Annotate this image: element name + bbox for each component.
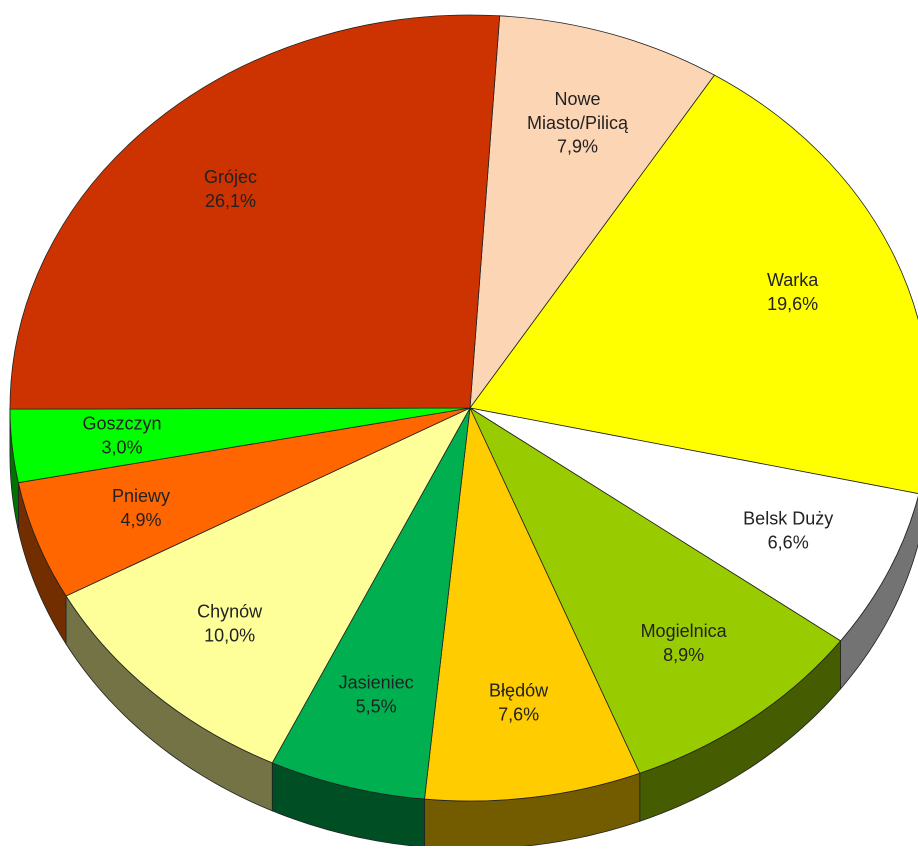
slice-value-label: 4,9% [120, 510, 161, 530]
slice-label: Pniewy [112, 486, 170, 506]
slice-label: Goszczyn [83, 414, 162, 434]
slice-value-label: 8,9% [663, 645, 704, 665]
slice-label: Grójec [204, 167, 257, 187]
slice-label: Błędów [489, 681, 549, 701]
slice-value-label: 7,9% [557, 137, 598, 157]
slice-value-label: 19,6% [767, 294, 818, 314]
slice-value-label: 7,6% [498, 705, 539, 725]
slice-value-label: 26,1% [205, 191, 256, 211]
slice-label: Warka [767, 270, 819, 290]
slice-label-line: Miasto/Pilicą [527, 113, 629, 133]
slice-value-label: 3,0% [102, 438, 143, 458]
slice-value-label: 10,0% [204, 626, 255, 646]
slice-label: Chynów [197, 602, 263, 622]
slice [10, 15, 500, 409]
slice-value-label: 5,5% [356, 696, 397, 716]
slice-label-line: Nowe [554, 89, 600, 109]
slice-label: Mogielnica [641, 621, 728, 641]
slice-value-label: 6,6% [768, 532, 809, 552]
slice-label: Belsk Duży [743, 508, 833, 528]
slice-label: Jasieniec [339, 672, 414, 692]
